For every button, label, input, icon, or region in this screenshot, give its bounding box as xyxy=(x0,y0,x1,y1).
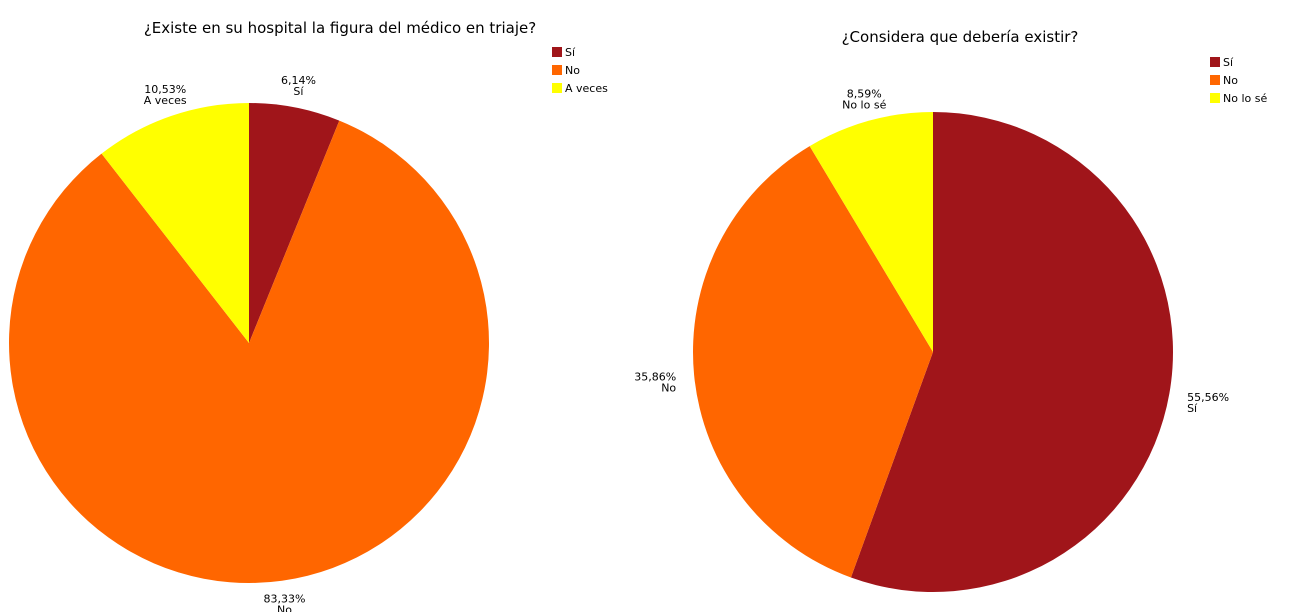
data-label-category: Sí xyxy=(293,85,304,98)
legend-swatch xyxy=(1210,75,1220,85)
chart-title: ¿Considera que debería existir? xyxy=(842,28,1079,46)
legend-swatch xyxy=(1210,57,1220,67)
data-label-category: A veces xyxy=(144,94,187,107)
legend-label: Sí xyxy=(565,46,576,59)
pie-slice xyxy=(693,146,933,578)
data-label-category: Sí xyxy=(1187,402,1198,415)
legend-label: No lo sé xyxy=(1223,92,1267,105)
chart-title: ¿Existe en su hospital la figura del méd… xyxy=(144,19,536,37)
legend-swatch xyxy=(552,47,562,57)
legend-swatch xyxy=(552,83,562,93)
legend-label: No xyxy=(565,64,580,77)
pie-slice xyxy=(249,103,340,343)
data-label: 8,59% xyxy=(847,87,882,100)
data-label: 35,86% xyxy=(634,371,676,384)
pie-slice xyxy=(850,112,1173,592)
data-label-category: No xyxy=(277,604,292,612)
data-label: 55,56% xyxy=(1187,391,1229,404)
data-label-category: No xyxy=(661,382,676,395)
legend-swatch xyxy=(552,65,562,75)
data-label: 10,53% xyxy=(144,83,186,96)
pie-slice xyxy=(8,120,489,583)
legend-label: No xyxy=(1223,74,1238,87)
data-label: 83,33% xyxy=(263,593,305,606)
legend-label: Sí xyxy=(1223,56,1234,69)
legend-swatch xyxy=(1210,93,1220,103)
pie-slice xyxy=(101,103,250,343)
data-label-category: No lo sé xyxy=(842,98,886,111)
pie-slice xyxy=(809,112,933,352)
legend-label: A veces xyxy=(565,82,608,95)
data-label: 6,14% xyxy=(281,74,316,87)
